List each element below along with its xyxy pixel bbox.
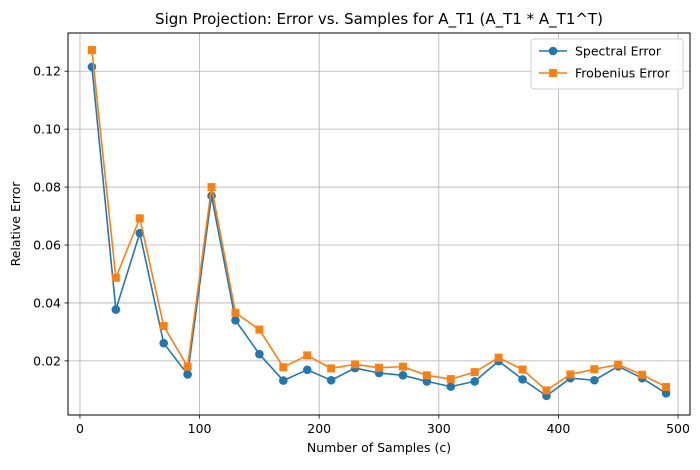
data-point: [183, 362, 192, 371]
data-point: [446, 375, 455, 384]
data-point: [183, 370, 192, 379]
data-point: [231, 308, 240, 317]
data-point: [590, 375, 599, 385]
data-point: [590, 365, 599, 374]
y-tick-label: 0.12: [33, 64, 61, 79]
data-point: [542, 386, 551, 395]
plot-area: [68, 33, 690, 415]
y-tick-label: 0.04: [33, 295, 61, 310]
x-tick-label: 500: [666, 421, 690, 436]
data-point: [327, 364, 336, 373]
data-point: [279, 376, 288, 385]
x-tick-label: 100: [188, 421, 212, 436]
data-point: [518, 365, 527, 374]
legend: Spectral Error Frobenius Error: [530, 38, 684, 90]
data-point: [135, 214, 144, 223]
x-tick-label: 200: [307, 421, 331, 436]
data-point: [375, 363, 383, 372]
x-tick-label: 300: [427, 421, 451, 436]
data-point: [303, 351, 312, 360]
data-point: [422, 371, 431, 380]
data-point: [279, 363, 288, 372]
legend-label: Spectral Error: [575, 44, 662, 59]
data-point: [207, 183, 216, 192]
x-axis-label: Number of Samples (c): [307, 440, 451, 455]
data-point: [87, 62, 97, 72]
data-point: [302, 365, 312, 375]
data-point: [111, 305, 121, 314]
legend-marker: [549, 69, 557, 77]
legend-label: Frobenius Error: [575, 66, 671, 81]
data-point: [231, 315, 240, 325]
legend-box: [530, 38, 684, 90]
data-point: [255, 349, 264, 359]
series-1: [87, 46, 671, 395]
data-point: [638, 370, 647, 379]
data-point: [662, 382, 671, 391]
axis-ticks: 0 100 200 300 400 500 0.02 0.04 0.06 0.08 0.10 0.12: [33, 64, 690, 436]
data-point: [159, 338, 168, 348]
data-point: [398, 371, 408, 380]
grid-lines: [68, 33, 690, 415]
y-axis-label: Relative Error: [8, 181, 23, 267]
x-tick-label: 400: [546, 421, 570, 436]
data-point: [566, 370, 575, 379]
data-point: [661, 388, 671, 398]
legend-marker: [548, 46, 558, 56]
data-point: [87, 46, 96, 55]
data-point: [326, 375, 336, 385]
y-tick-label: 0.02: [33, 353, 61, 368]
y-tick-label: 0.06: [33, 237, 61, 252]
data-point: [494, 353, 503, 362]
series-layer: [87, 46, 671, 401]
data-point: [159, 322, 168, 331]
y-tick-label: 0.10: [33, 122, 61, 137]
x-tick-label: 0: [76, 421, 84, 436]
data-point: [351, 360, 360, 369]
y-tick-label: 0.08: [33, 180, 61, 195]
data-point: [614, 360, 623, 369]
data-point: [446, 382, 456, 391]
data-point: [470, 377, 479, 386]
data-point: [470, 368, 479, 377]
data-point: [255, 325, 264, 334]
data-point: [111, 273, 120, 282]
data-point: [518, 375, 527, 384]
plot-frame: [67, 32, 691, 416]
data-point: [398, 362, 407, 371]
chart-title: Sign Projection: Error vs. Samples for A…: [155, 10, 603, 29]
